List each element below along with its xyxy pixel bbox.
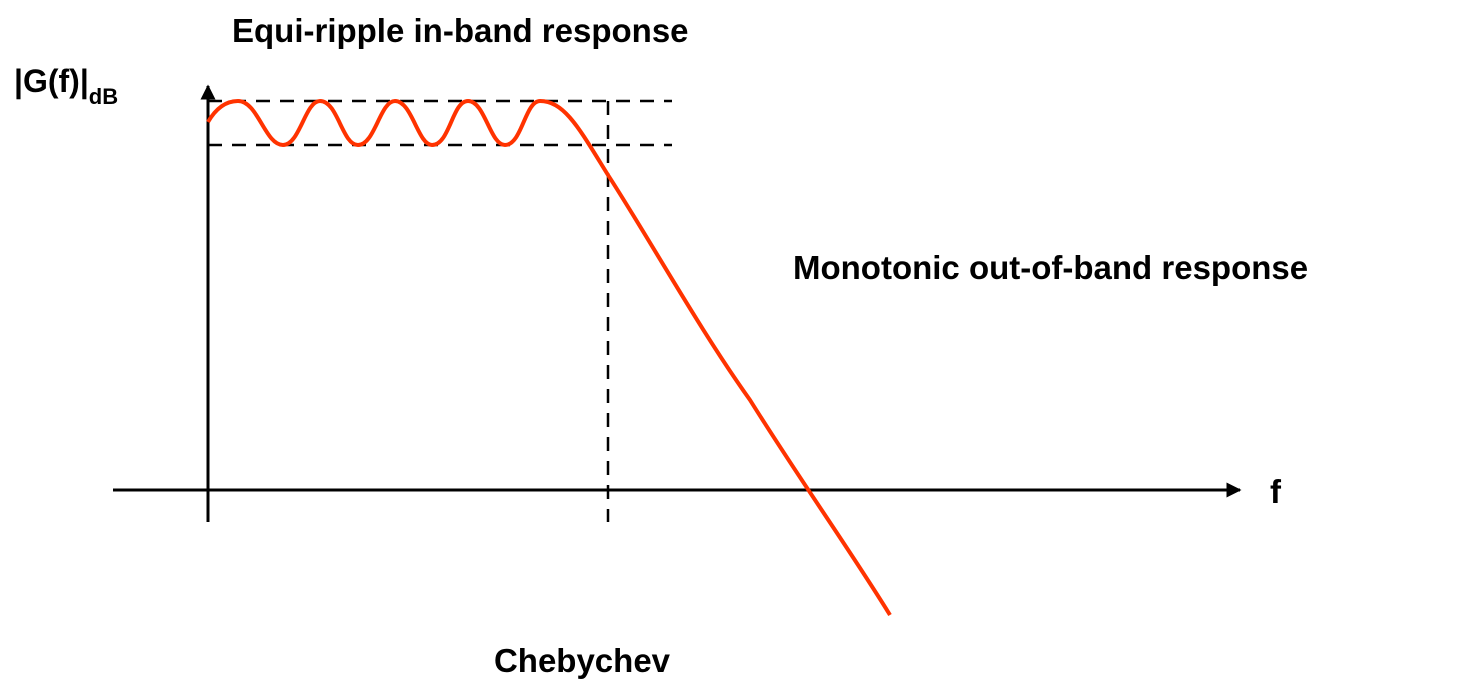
x-axis-label: f [1270, 473, 1282, 510]
caption: Chebychev [494, 642, 671, 679]
y-axis-label-main: |G(f)| [14, 63, 89, 99]
y-axis-label: |G(f)|dB [14, 63, 118, 109]
title: Equi-ripple in-band response [232, 12, 689, 49]
y-axis-label-subscript: dB [89, 84, 118, 109]
annotation: Monotonic out-of-band response [793, 249, 1308, 286]
response-curve [206, 98, 892, 617]
